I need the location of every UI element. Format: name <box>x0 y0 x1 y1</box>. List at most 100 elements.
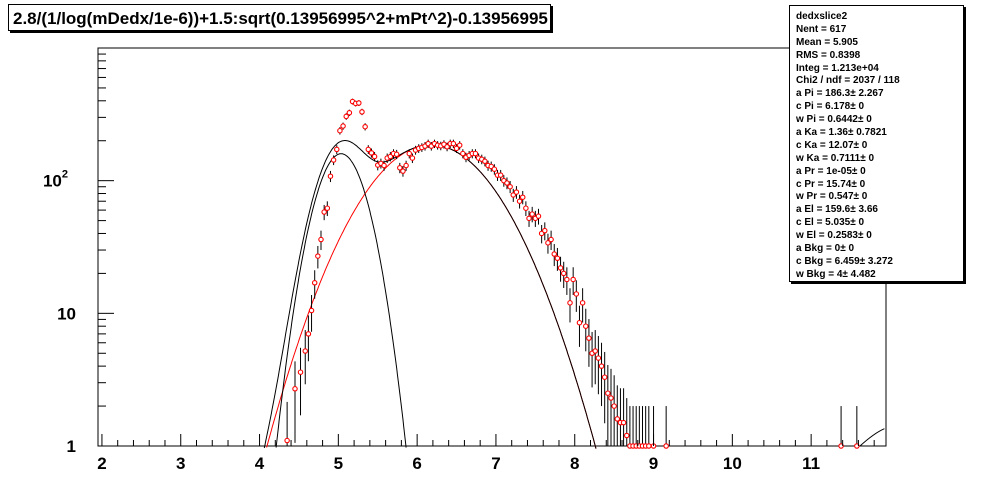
data-point <box>343 113 349 120</box>
data-point <box>623 432 630 439</box>
data-point <box>614 416 621 422</box>
data-point <box>340 123 346 129</box>
x-tick-label: 8 <box>570 454 579 473</box>
data-point <box>381 162 387 169</box>
stats-row: w El = 0.2583± 0 <box>796 230 872 242</box>
data-point <box>337 127 343 134</box>
data-point <box>611 403 617 409</box>
data-point <box>308 307 315 314</box>
x-tick-label: 7 <box>491 454 500 473</box>
data-point <box>397 165 403 171</box>
data-point <box>526 215 532 222</box>
data-point <box>321 209 327 215</box>
data-point <box>586 335 592 341</box>
data-point <box>516 198 523 204</box>
stats-name: dedxslice2 <box>796 11 848 22</box>
data-point <box>551 251 558 257</box>
data-point <box>400 168 406 174</box>
x-tick-label: 4 <box>255 454 265 473</box>
data-point <box>535 213 542 219</box>
x-tick-label: 5 <box>334 454 343 473</box>
data-point <box>387 153 394 160</box>
x-tick-label: 11 <box>802 454 820 473</box>
data-point <box>583 323 589 329</box>
data-point <box>311 280 318 286</box>
data-point <box>557 265 564 271</box>
data-point <box>324 205 331 211</box>
stats-row: Mean = 5.905 <box>796 36 858 48</box>
data-point <box>371 153 378 160</box>
chart-title: 2.8/(1/log(mDedx/1e-6))+1.5:sqrt(0.13956… <box>8 4 551 31</box>
data-point <box>545 240 551 246</box>
data-point <box>330 157 337 163</box>
x-tick-label: 6 <box>412 454 421 473</box>
data-point <box>595 355 602 361</box>
stats-row: Integ = 1.213e+04 <box>796 62 879 74</box>
data-point <box>542 227 548 234</box>
data-point <box>497 172 504 178</box>
data-point <box>456 142 463 148</box>
data-point <box>334 146 340 153</box>
x-tick-label: 3 <box>176 454 185 473</box>
data-point <box>444 144 450 150</box>
stats-row: Nent = 617 <box>796 23 847 35</box>
data-point <box>318 236 324 243</box>
stats-row: a Pi = 186.3± 2.267 <box>796 88 884 100</box>
fit-bkg-tail <box>859 428 885 447</box>
y-tick-label: 1 <box>67 437 76 456</box>
data-point <box>406 150 413 157</box>
data-point <box>608 395 614 401</box>
data-point <box>284 437 290 444</box>
fit-electron-curve <box>275 153 407 448</box>
x-tick-label: 10 <box>723 454 742 473</box>
fit-pion-curve <box>266 144 597 449</box>
data-point <box>601 374 608 380</box>
data-point <box>519 194 526 200</box>
stats-row: c Pi = 6.178± 0 <box>796 101 865 113</box>
data-point <box>409 155 416 161</box>
stats-row: a Bkg = 0± 0 <box>796 243 855 255</box>
data-point <box>403 162 409 169</box>
data-point <box>297 369 304 375</box>
data-point <box>663 443 669 449</box>
stats-row: a El = 159.6± 3.66 <box>796 204 878 216</box>
data-point <box>315 253 321 259</box>
data-point <box>346 110 353 116</box>
stats-row: w Pi = 0.6442± 0 <box>796 114 872 126</box>
stats-row: a Ka = 1.36± 0.7821 <box>796 127 887 139</box>
stats-row: a Pr = 1e-05± 0 <box>796 165 866 177</box>
data-point <box>368 150 375 156</box>
stats-row: Chi2 / ndf = 2037 / 118 <box>796 75 900 87</box>
y-tick-label: 102 <box>43 169 68 191</box>
data-point <box>620 419 627 426</box>
data-point <box>302 348 308 354</box>
data-point <box>359 109 365 115</box>
stats-box: dedxslice2 Nent = 617 Mean = 5.905 RMS = 0… <box>789 5 964 282</box>
data-point <box>605 390 611 396</box>
data-point <box>579 300 586 306</box>
data-point <box>570 276 576 283</box>
data-point <box>573 291 580 297</box>
data-point <box>356 100 362 106</box>
data-point <box>450 140 457 147</box>
stats-row: w Pr = 0.547± 0 <box>796 191 868 203</box>
data-point <box>393 151 400 158</box>
data-point <box>567 300 573 306</box>
data-point <box>564 276 570 283</box>
data-point <box>362 123 368 130</box>
data-point <box>560 270 567 277</box>
data-point <box>529 211 535 217</box>
data-point <box>646 443 652 449</box>
data-point <box>460 150 466 157</box>
data-point <box>327 173 334 179</box>
data-point <box>548 236 554 243</box>
data-point <box>598 363 605 369</box>
data-point <box>365 146 372 153</box>
data-point <box>292 386 298 392</box>
data-point <box>592 348 598 354</box>
data-point <box>513 189 520 195</box>
data-point <box>491 166 498 172</box>
data-point <box>482 158 488 165</box>
x-tick-label: 9 <box>649 454 658 473</box>
